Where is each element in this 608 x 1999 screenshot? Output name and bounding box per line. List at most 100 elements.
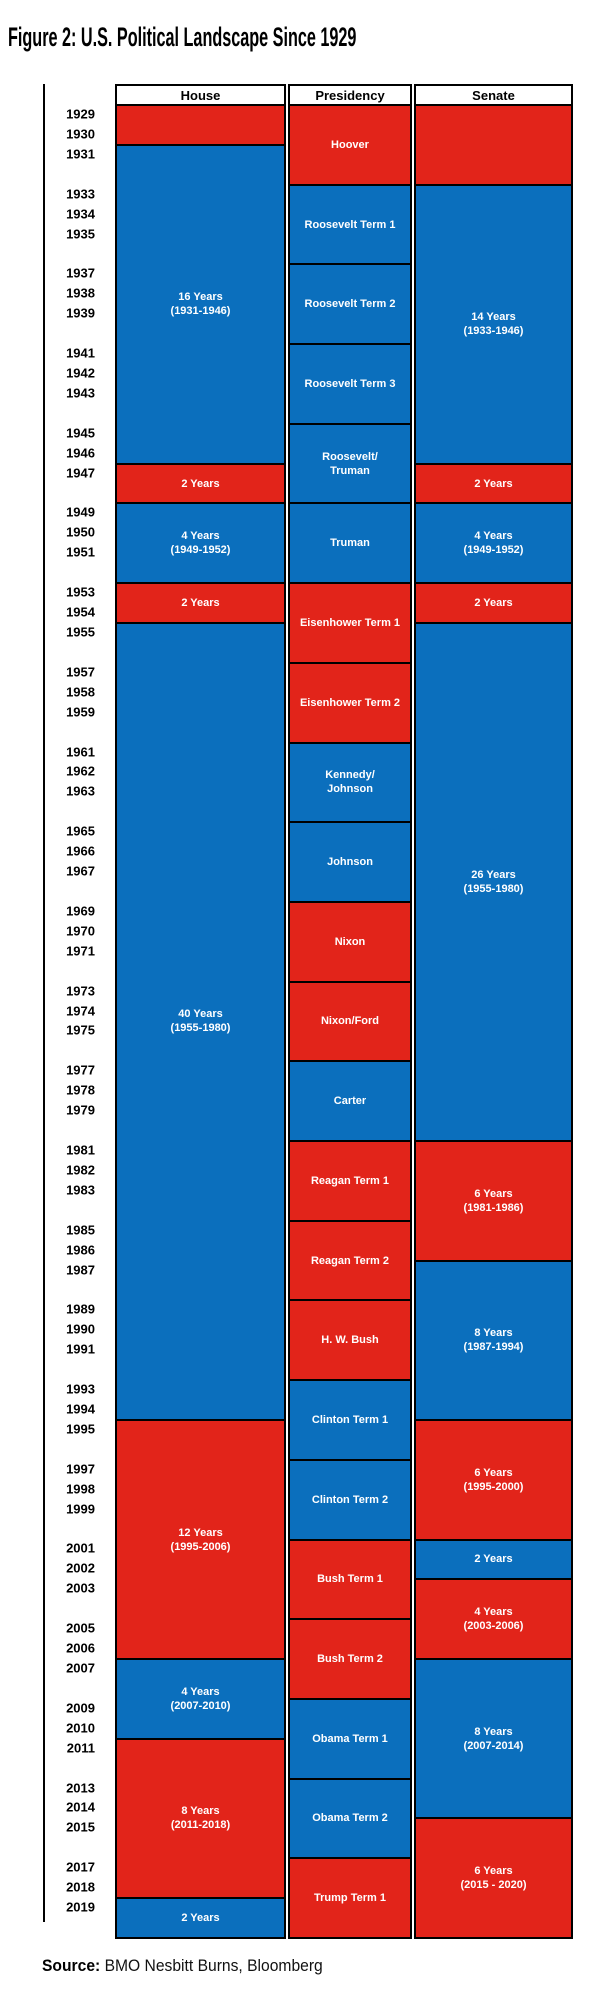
timeline-block-presidency-1977: Carter — [288, 1060, 412, 1143]
timeline-block-house-2007: 4 Years (2007-2010) — [115, 1658, 286, 1740]
block-label-line: Nixon — [334, 935, 366, 948]
block-label-line: (1949-1952) — [463, 544, 524, 557]
timeline-block-senate-2001: 2 Years — [414, 1538, 573, 1581]
block-label-line: Reagan Term 2 — [310, 1254, 390, 1267]
block-label-line: Johnson — [327, 783, 373, 796]
year-label-1937: 1937 — [66, 265, 95, 281]
year-label-1994: 1994 — [66, 1401, 95, 1417]
year-label-2009: 2009 — [66, 1700, 95, 1716]
year-label-1934: 1934 — [66, 206, 95, 222]
block-label-line: Carter — [333, 1095, 367, 1108]
block-label-line: Kennedy/ — [325, 769, 375, 782]
block-label-line: Reagan Term 1 — [310, 1174, 390, 1187]
year-label-1973: 1973 — [66, 983, 95, 999]
block-label-line: Roosevelt Term 1 — [304, 218, 396, 231]
block-label-line: 14 Years — [471, 311, 516, 324]
year-label-1958: 1958 — [66, 684, 95, 700]
timeline-block-presidency-1993: Clinton Term 1 — [288, 1379, 412, 1461]
block-label-line: Nixon/Ford — [320, 1015, 380, 1028]
block-label-line: 2 Years — [474, 477, 513, 490]
block-label-line: 8 Years — [474, 1725, 513, 1738]
year-label-1987: 1987 — [66, 1262, 95, 1278]
year-label-2011: 2011 — [66, 1740, 95, 1756]
year-label-1951: 1951 — [66, 544, 95, 560]
timeline-block-presidency-1997: Clinton Term 2 — [288, 1458, 412, 1541]
block-label-line: (2007-2014) — [463, 1739, 524, 1752]
block-label-line: (1987-1994) — [463, 1341, 524, 1354]
timeline-block-house-1995: 12 Years (1995-2006) — [115, 1418, 286, 1661]
year-label-2019: 2019 — [66, 1899, 95, 1915]
year-label-1959: 1959 — [66, 704, 95, 720]
year-label-1953: 1953 — [66, 584, 95, 600]
column-header-presidency: Presidency — [288, 84, 412, 106]
timeline-block-presidency-1933: Roosevelt Term 1 — [288, 183, 412, 266]
timeline-block-senate-1987: 8 Years (1987-1994) — [414, 1259, 573, 1421]
block-label-line: 4 Years — [181, 530, 220, 543]
year-label-1975: 1975 — [66, 1022, 95, 1038]
timeline-block-presidency-2001: Bush Term 1 — [288, 1538, 412, 1621]
timeline-block-senate-2003: 4 Years (2003-2006) — [414, 1578, 573, 1661]
timeline-block-presidency-1985: Reagan Term 2 — [288, 1219, 412, 1302]
year-axis-line — [43, 84, 45, 1922]
block-label-line: 6 Years — [474, 1187, 513, 1200]
timeline-block-presidency-1965: Johnson — [288, 821, 412, 903]
block-label-line: Truman — [330, 537, 370, 550]
timeline-block-senate-1947: 2 Years — [414, 462, 573, 505]
source-label: Source: — [42, 1956, 101, 1975]
year-label-1931: 1931 — [66, 146, 95, 162]
year-label-1954: 1954 — [66, 604, 95, 620]
timeline-block-presidency-1973: Nixon/Ford — [288, 980, 412, 1063]
timeline-block-house-1955: 40 Years (1955-1980) — [115, 622, 286, 1421]
year-label-1970: 1970 — [66, 923, 95, 939]
year-label-2018: 2018 — [66, 1879, 95, 1895]
timeline-block-presidency-2017: Trump Term 1 — [288, 1857, 412, 1939]
block-label-line: Hoover — [331, 138, 369, 151]
year-label-1999: 1999 — [66, 1501, 95, 1517]
year-label-1977: 1977 — [66, 1062, 95, 1078]
year-label-1997: 1997 — [66, 1461, 95, 1477]
timeline-block-senate-1953: 2 Years — [414, 582, 573, 625]
year-label-2010: 2010 — [66, 1720, 95, 1736]
block-label-line: (2011-2018) — [170, 1819, 231, 1832]
timeline-block-house-1929 — [115, 104, 286, 146]
timeline-block-senate-1949: 4 Years (1949-1952) — [414, 502, 573, 585]
timeline-block-house-2019: 2 Years — [115, 1897, 286, 1939]
block-label-line: 2 Years — [474, 597, 513, 610]
year-label-2014: 2014 — [66, 1799, 95, 1815]
year-label-1989: 1989 — [66, 1301, 95, 1317]
year-label-1947: 1947 — [66, 465, 95, 481]
column-header-senate: Senate — [414, 84, 573, 106]
year-label-1967: 1967 — [66, 863, 95, 879]
timeline-block-presidency-1945: Roosevelt/Truman — [288, 422, 412, 505]
block-label-line: Eisenhower Term 1 — [299, 617, 401, 630]
block-label-line: 4 Years — [181, 1685, 220, 1698]
timeline-block-presidency-2013: Obama Term 2 — [288, 1777, 412, 1860]
column-header-house: House — [115, 84, 286, 106]
block-label-line: Obama Term 1 — [312, 1732, 388, 1745]
block-label-line: Johnson — [327, 856, 373, 869]
block-label-line: 6 Years — [474, 1466, 513, 1479]
year-label-1993: 1993 — [66, 1381, 95, 1397]
block-label-line: 2 Years — [181, 477, 220, 490]
timeline-block-presidency-1949: Truman — [288, 502, 412, 585]
year-label-2001: 2001 — [66, 1540, 95, 1556]
block-label-line: 12 Years — [178, 1526, 223, 1539]
year-label-1935: 1935 — [66, 226, 95, 241]
year-label-1990: 1990 — [66, 1321, 95, 1337]
figure-title: Figure 2: U.S. Political Landscape Since… — [8, 22, 357, 52]
year-label-2015: 2015 — [66, 1819, 95, 1835]
year-label-1949: 1949 — [66, 504, 95, 520]
year-label-1950: 1950 — [66, 524, 95, 540]
block-label-line: Obama Term 2 — [312, 1812, 388, 1825]
block-label-line: Trump Term 1 — [314, 1892, 386, 1905]
year-label-1979: 1979 — [66, 1102, 95, 1118]
timeline-block-senate-2015: 6 Years (2015 - 2020) — [414, 1817, 573, 1939]
timeline-block-senate-2007: 8 Years (2007-2014) — [414, 1658, 573, 1820]
timeline-block-presidency-1961: Kennedy/Johnson — [288, 741, 412, 824]
block-label-line: Roosevelt Term 2 — [304, 298, 396, 311]
year-label-1938: 1938 — [66, 285, 95, 301]
block-label-line: (2015 - 2020) — [460, 1879, 527, 1892]
block-label-line: 16 Years — [178, 291, 223, 304]
block-label-line: (1931-1946) — [170, 305, 231, 318]
timeline-block-presidency-1989: H. W. Bush — [288, 1299, 412, 1382]
